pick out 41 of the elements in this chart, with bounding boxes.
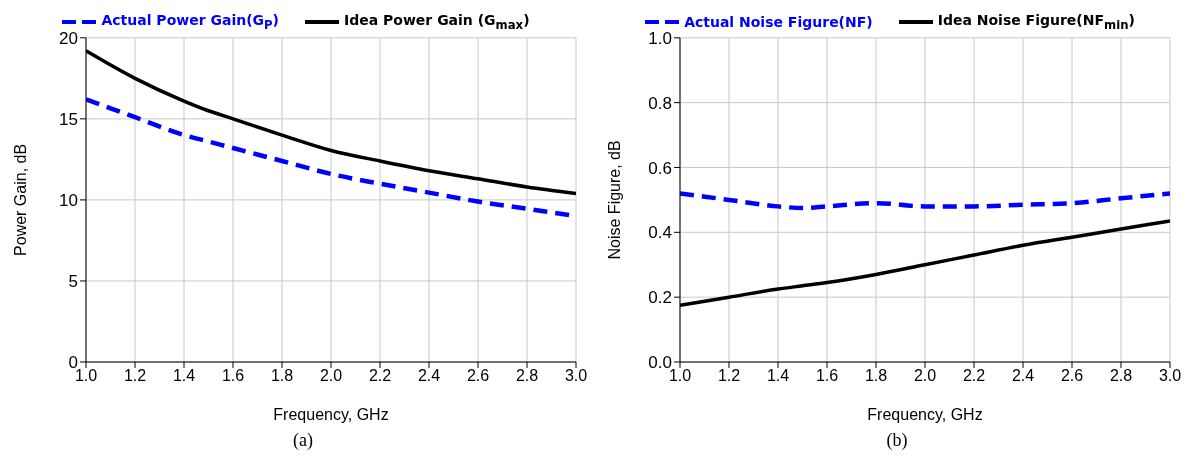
x-tick-label: 3.0 [1158,367,1182,385]
x-tick-label: 1.0 [668,367,692,385]
x-tick-label: 2.0 [913,367,937,385]
x-tick-label: 2.4 [417,367,441,385]
x-tick-label: 2.6 [1060,367,1084,385]
legend-label: Idea Noise Figure(NF$_{min}$) [937,12,1135,32]
x-tick-label: 2.8 [1109,367,1133,385]
line-series [680,191,1170,211]
x-axis-title: Frequency, GHz [867,406,983,423]
x-tick-label: 2.2 [962,367,986,385]
x-tick-label: 2.0 [319,367,343,385]
x-tick-label: 2.6 [466,367,490,385]
y-axis-title: Power Gain, dB [11,143,29,256]
legend-label: Idea Power Gain (G$_{max}$) [344,12,530,32]
legend-label: Actual Noise Figure(NF) [684,13,873,30]
x-tick-label: 1.6 [815,367,839,385]
y-tick-label: 20 [59,28,78,48]
x-tick-label: 2.4 [1011,367,1035,385]
x-tick-label: 2.8 [515,367,539,385]
x-tick-label: 3.0 [564,367,588,385]
x-axis-title: Frequency, GHz [273,406,389,423]
x-tick-label: 1.6 [221,367,245,385]
x-tick-label: 1.4 [172,367,196,385]
text: (b) [886,430,908,451]
y-tick-label: 0.6 [648,158,672,178]
x-tick-label: 1.2 [717,367,741,385]
y-tick-label: 0.8 [648,93,672,113]
y-tick-label: 0.4 [648,223,672,243]
y-tick-label: 15 [59,109,78,129]
y-tick-label: 0.2 [648,288,672,308]
y-tick-label: 1.0 [648,28,672,48]
y-tick-label: 5 [68,271,78,291]
x-tick-label: 1.4 [766,367,790,385]
y-tick-label: 10 [59,190,78,210]
x-tick-label: 1.8 [864,367,888,385]
x-tick-label: 1.2 [123,367,147,385]
x-tick-label: 2.2 [368,367,392,385]
legend-label: Actual Power Gain(G$_{P}$) [101,12,279,32]
text: (a) [293,430,313,451]
y-axis-title: Noise Figure, dB [605,140,623,260]
x-tick-label: 1.8 [270,367,294,385]
